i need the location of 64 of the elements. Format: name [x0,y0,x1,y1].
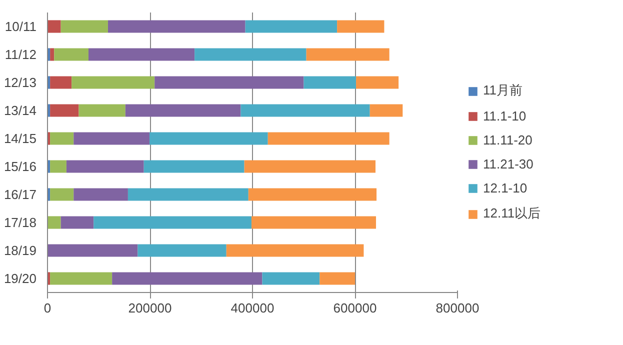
legend-label: 12.11以后 [483,204,541,222]
bar [370,104,403,117]
bar [112,272,262,285]
y-tick-label: 16/17 [4,187,37,202]
x-tick-label: 800000 [436,300,480,316]
bar [138,244,226,257]
bar [50,48,54,61]
legend-label: 11.21-30 [483,156,534,172]
bar [78,104,126,117]
bar [60,216,94,229]
bar [48,216,61,229]
y-tick-label: 13/14 [4,103,37,118]
y-tick-label: 18/19 [4,243,37,258]
bar [88,48,195,61]
bar [50,188,74,201]
y-tick-label: 14/15 [4,131,37,146]
bar [240,104,370,117]
bar [194,48,306,61]
bar [144,160,244,173]
legend-label: 12.1-10 [483,180,528,196]
bar [60,20,108,33]
bar [50,160,66,173]
y-tick-label: 15/16 [4,159,37,174]
legend-label: 11.1-10 [483,108,526,124]
y-tick-label: 12/13 [4,75,37,90]
bar [94,216,252,229]
bar [320,272,355,285]
x-tick-label: 200000 [128,300,172,316]
x-tick-label: 400000 [230,300,274,316]
x-tick-label: 600000 [333,300,377,316]
bar [251,216,376,229]
bar [154,76,304,89]
bar [244,160,376,173]
legend-label: 11月前 [483,82,522,100]
bar [74,188,128,201]
bar [48,244,138,257]
y-tick-label: 19/20 [4,271,37,286]
bar [72,76,155,89]
bar [268,132,390,145]
bar [50,76,72,89]
legend-label: 11.11-20 [483,132,532,148]
bar [245,20,338,33]
bar [66,160,144,173]
y-tick-label: 10/11 [4,19,37,34]
bar [226,244,364,257]
y-tick-label: 11/12 [4,47,37,62]
x-tick-label: 0 [44,300,52,316]
bar [356,76,399,89]
bar [48,20,61,33]
bar [108,20,246,33]
y-tick-label: 17/18 [4,215,37,230]
bar [50,272,112,285]
bar [262,272,320,285]
bar [128,188,248,201]
bar [337,20,384,33]
bar [149,132,268,145]
bar [306,48,390,61]
bar [50,132,74,145]
bar [304,76,356,89]
bar [125,104,241,117]
bar [248,188,377,201]
bar [54,48,88,61]
bar [74,132,150,145]
bar [50,104,79,117]
